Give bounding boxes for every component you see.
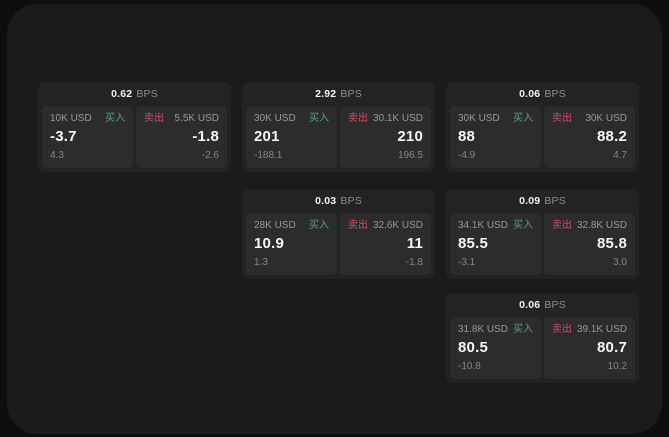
sell-side-label: 卖出 [552,324,572,335]
buy-amount: 10K USD [50,113,92,124]
buy-panel[interactable]: 34.1K USD 买入 85.5 -3.1 [450,213,541,275]
quote-card: 0.09 BPS 34.1K USD 买入 85.5 -3.1 卖出 32.8K… [446,189,639,279]
buy-price: 85.5 [458,235,488,252]
spread-header: 0.62 BPS [38,82,231,106]
sell-price: -1.8 [192,128,219,145]
sell-amount: 39.1K USD [576,324,627,335]
buy-price: -3.7 [50,128,77,145]
sell-change: 4.7 [613,150,627,161]
buy-change: 4.3 [50,150,64,161]
spread-value: 0.62 [111,88,133,100]
sell-side-label: 卖出 [552,220,572,231]
spread-unit-label: BPS [544,88,566,100]
quote-card: 0.03 BPS 28K USD 买入 10.9 1.3 卖出 32.6K US… [242,189,435,279]
spread-unit-label: BPS [544,195,566,207]
spread-value: 2.92 [315,88,337,100]
buy-side-label: 买入 [513,324,533,335]
sell-panel[interactable]: 卖出 32.8K USD 85.8 3.0 [544,213,635,275]
sell-price: 80.7 [597,339,627,356]
buy-side-label: 买入 [105,113,125,124]
buy-price: 10.9 [254,235,284,252]
spread-header: 0.06 BPS [446,82,639,106]
sell-amount: 30.1K USD [372,113,423,124]
buy-amount: 30K USD [458,113,500,124]
spread-header: 0.09 BPS [446,189,639,213]
sell-side-label: 卖出 [144,113,164,124]
sell-side-label: 卖出 [552,113,572,124]
spread-value: 0.03 [315,195,337,207]
quote-card: 0.06 BPS 30K USD 买入 88 -4.9 卖出 30K USD 8… [446,82,639,172]
sell-side-label: 卖出 [348,113,368,124]
sell-panel[interactable]: 卖出 30.1K USD 210 196.5 [340,106,431,168]
sell-change: -2.6 [201,150,219,161]
sell-amount: 32.8K USD [576,220,627,231]
buy-change: -4.9 [458,150,476,161]
sell-price: 85.8 [597,235,627,252]
buy-change: -188.1 [254,150,283,161]
buy-side-label: 买入 [513,220,533,231]
buy-price: 80.5 [458,339,488,356]
sell-panel[interactable]: 卖出 30K USD 88.2 4.7 [544,106,635,168]
spread-unit-label: BPS [544,299,566,311]
buy-side-label: 买入 [309,220,329,231]
buy-amount: 30K USD [254,113,296,124]
sell-amount: 32.6K USD [372,220,423,231]
sell-change: 196.5 [397,150,423,161]
sell-amount: 30K USD [585,113,627,124]
buy-panel[interactable]: 30K USD 买入 88 -4.9 [450,106,541,168]
buy-side-label: 买入 [309,113,329,124]
buy-panel[interactable]: 10K USD 买入 -3.7 4.3 [42,106,133,168]
sell-change: -1.8 [405,257,423,268]
sell-amount: 5.5K USD [174,113,219,124]
sell-price: 11 [406,235,423,252]
spread-header: 0.06 BPS [446,293,639,317]
buy-amount: 34.1K USD [458,220,509,231]
sell-panel[interactable]: 卖出 5.5K USD -1.8 -2.6 [136,106,227,168]
sell-panel[interactable]: 卖出 39.1K USD 80.7 10.2 [544,317,635,379]
buy-panel[interactable]: 31.8K USD 买入 80.5 -10.8 [450,317,541,379]
buy-change: 1.3 [254,257,268,268]
buy-panel[interactable]: 30K USD 买入 201 -188.1 [246,106,337,168]
quote-card: 0.62 BPS 10K USD 买入 -3.7 4.3 卖出 5.5K USD… [38,82,231,172]
spread-unit-label: BPS [340,88,362,100]
buy-panel[interactable]: 28K USD 买入 10.9 1.3 [246,213,337,275]
sell-price: 88.2 [597,128,627,145]
sell-price: 210 [397,128,423,145]
spread-value: 0.09 [519,195,541,207]
quote-card: 2.92 BPS 30K USD 买入 201 -188.1 卖出 30.1K … [242,82,435,172]
sell-change: 3.0 [613,257,627,268]
buy-change: -10.8 [458,361,481,372]
spread-value: 0.06 [519,88,541,100]
buy-price: 201 [254,128,280,145]
spread-value: 0.06 [519,299,541,311]
sell-panel[interactable]: 卖出 32.6K USD 11 -1.8 [340,213,431,275]
spread-unit-label: BPS [340,195,362,207]
spread-unit-label: BPS [136,88,158,100]
quote-card: 0.06 BPS 31.8K USD 买入 80.5 -10.8 卖出 39.1… [446,293,639,383]
sell-side-label: 卖出 [348,220,368,231]
spread-header: 2.92 BPS [242,82,435,106]
spread-header: 0.03 BPS [242,189,435,213]
buy-amount: 31.8K USD [458,324,509,335]
buy-amount: 28K USD [254,220,296,231]
buy-change: -3.1 [458,257,476,268]
sell-change: 10.2 [607,361,627,372]
buy-side-label: 买入 [513,113,533,124]
buy-price: 88 [458,128,476,145]
